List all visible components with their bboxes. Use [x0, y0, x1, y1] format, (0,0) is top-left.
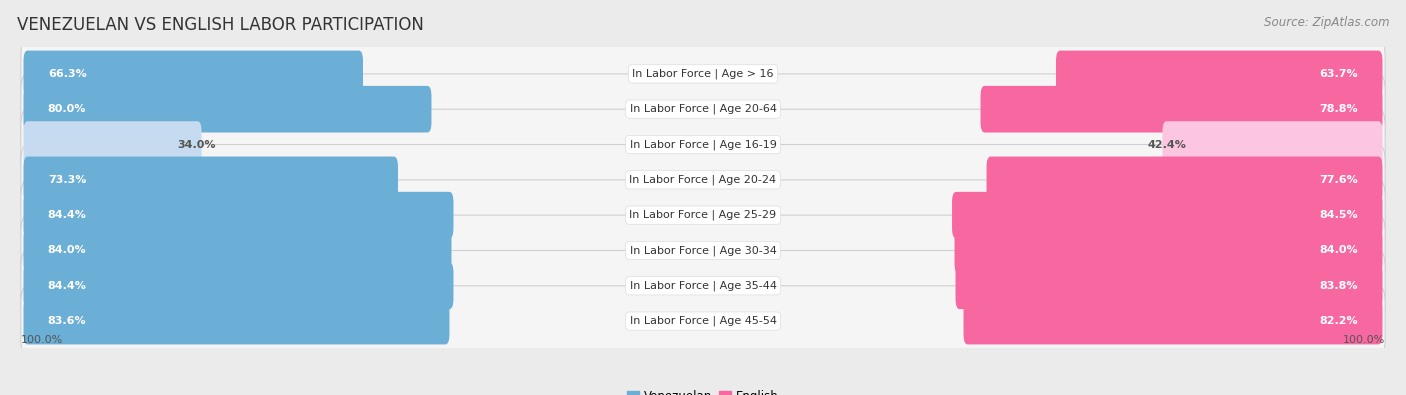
- FancyBboxPatch shape: [21, 74, 1385, 145]
- FancyBboxPatch shape: [21, 109, 1385, 180]
- Text: 66.3%: 66.3%: [48, 69, 87, 79]
- FancyBboxPatch shape: [1056, 51, 1382, 97]
- FancyBboxPatch shape: [24, 121, 201, 168]
- FancyBboxPatch shape: [24, 298, 450, 344]
- FancyBboxPatch shape: [963, 298, 1382, 344]
- FancyBboxPatch shape: [21, 39, 1385, 109]
- FancyBboxPatch shape: [952, 192, 1382, 239]
- Legend: Venezuelan, English: Venezuelan, English: [623, 385, 783, 395]
- Text: 84.4%: 84.4%: [48, 281, 87, 291]
- Text: In Labor Force | Age 25-29: In Labor Force | Age 25-29: [630, 210, 776, 220]
- FancyBboxPatch shape: [21, 145, 1385, 215]
- Text: 77.6%: 77.6%: [1319, 175, 1358, 185]
- FancyBboxPatch shape: [956, 263, 1382, 309]
- Text: 42.4%: 42.4%: [1147, 139, 1187, 150]
- FancyBboxPatch shape: [24, 51, 363, 97]
- Text: 84.0%: 84.0%: [1320, 245, 1358, 256]
- Text: 100.0%: 100.0%: [1343, 335, 1385, 345]
- FancyBboxPatch shape: [24, 192, 454, 239]
- FancyBboxPatch shape: [21, 286, 1385, 356]
- Text: 84.5%: 84.5%: [1320, 210, 1358, 220]
- Text: 63.7%: 63.7%: [1320, 69, 1358, 79]
- FancyBboxPatch shape: [24, 263, 454, 309]
- Text: 80.0%: 80.0%: [48, 104, 86, 114]
- Text: In Labor Force | Age 20-64: In Labor Force | Age 20-64: [630, 104, 776, 115]
- Text: 83.6%: 83.6%: [48, 316, 86, 326]
- FancyBboxPatch shape: [955, 227, 1382, 274]
- Text: 73.3%: 73.3%: [48, 175, 86, 185]
- FancyBboxPatch shape: [21, 250, 1385, 321]
- Text: 83.8%: 83.8%: [1320, 281, 1358, 291]
- Text: In Labor Force | Age 16-19: In Labor Force | Age 16-19: [630, 139, 776, 150]
- Text: 78.8%: 78.8%: [1320, 104, 1358, 114]
- FancyBboxPatch shape: [1163, 121, 1382, 168]
- Text: Source: ZipAtlas.com: Source: ZipAtlas.com: [1264, 16, 1389, 29]
- Text: In Labor Force | Age > 16: In Labor Force | Age > 16: [633, 69, 773, 79]
- Text: VENEZUELAN VS ENGLISH LABOR PARTICIPATION: VENEZUELAN VS ENGLISH LABOR PARTICIPATIO…: [17, 16, 423, 34]
- Text: 82.2%: 82.2%: [1320, 316, 1358, 326]
- Text: 100.0%: 100.0%: [21, 335, 63, 345]
- FancyBboxPatch shape: [987, 156, 1382, 203]
- Text: In Labor Force | Age 45-54: In Labor Force | Age 45-54: [630, 316, 776, 326]
- Text: 84.0%: 84.0%: [48, 245, 86, 256]
- Text: 34.0%: 34.0%: [177, 139, 215, 150]
- Text: In Labor Force | Age 35-44: In Labor Force | Age 35-44: [630, 280, 776, 291]
- FancyBboxPatch shape: [24, 86, 432, 132]
- Text: In Labor Force | Age 30-34: In Labor Force | Age 30-34: [630, 245, 776, 256]
- Text: 84.4%: 84.4%: [48, 210, 87, 220]
- FancyBboxPatch shape: [24, 227, 451, 274]
- FancyBboxPatch shape: [24, 156, 398, 203]
- FancyBboxPatch shape: [21, 215, 1385, 286]
- FancyBboxPatch shape: [21, 180, 1385, 250]
- Text: In Labor Force | Age 20-24: In Labor Force | Age 20-24: [630, 175, 776, 185]
- FancyBboxPatch shape: [980, 86, 1382, 132]
